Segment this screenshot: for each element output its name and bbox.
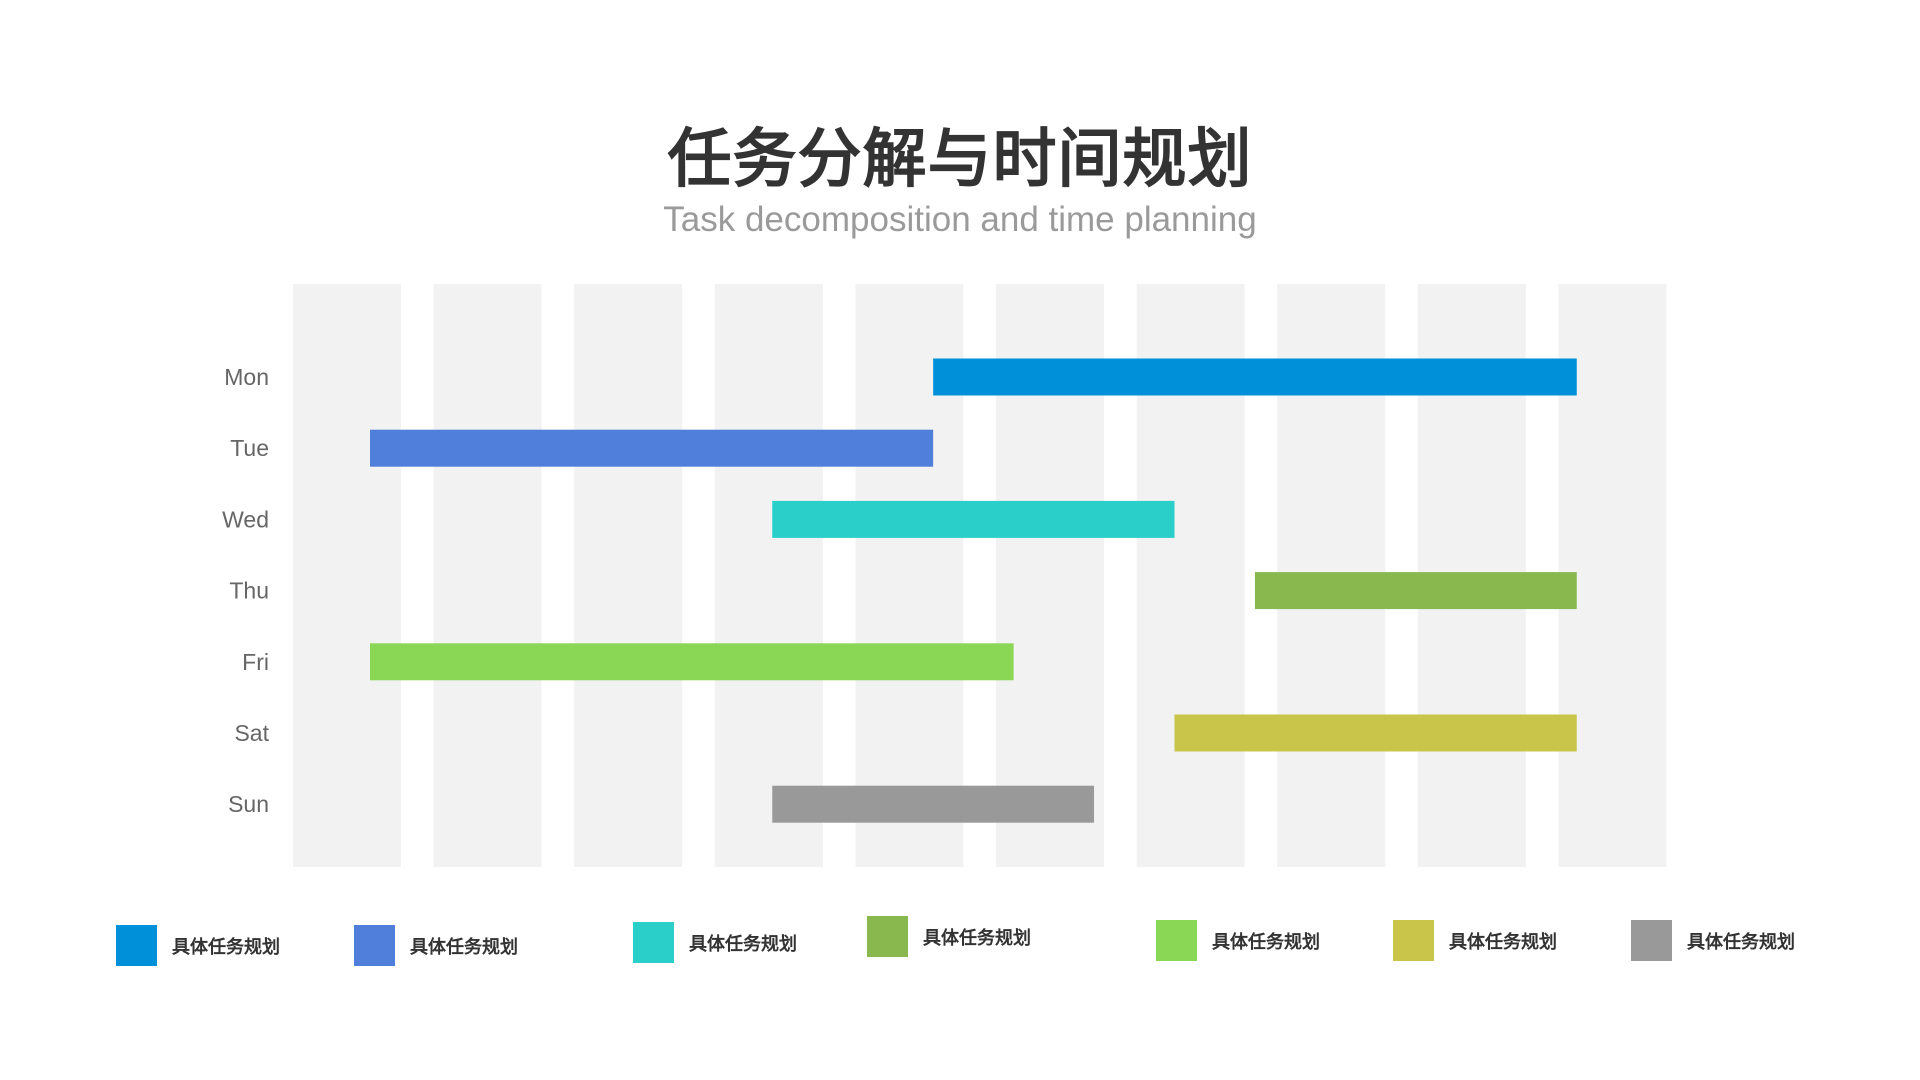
legend-item: 具体任务规划	[1631, 920, 1795, 961]
legend-item: 具体任务规划	[116, 925, 280, 966]
legend-swatch	[354, 925, 395, 966]
legend-item: 具体任务规划	[867, 916, 1031, 957]
legend-swatch	[1156, 920, 1197, 961]
grid-band	[714, 284, 823, 867]
grid-band	[433, 284, 542, 867]
legend-label: 具体任务规划	[689, 933, 797, 955]
y-tick-label: Wed	[222, 506, 269, 532]
legend-label: 具体任务规划	[1687, 931, 1795, 953]
page-subtitle: Task decomposition and time planning	[663, 200, 1257, 239]
legend-label: 具体任务规划	[1449, 931, 1557, 953]
legend-label: 具体任务规划	[923, 927, 1031, 949]
task-bar-tue	[370, 429, 934, 467]
task-bar-sat	[1174, 714, 1577, 752]
legend-item: 具体任务规划	[1393, 920, 1557, 961]
task-bar-fri	[370, 643, 1014, 681]
legend-swatch	[1393, 920, 1434, 961]
y-tick-label: Fri	[242, 649, 269, 675]
legend-item: 具体任务规划	[633, 922, 797, 963]
grid-band	[293, 284, 401, 867]
grid-band	[574, 284, 683, 867]
y-tick-label: Mon	[224, 364, 269, 390]
legend-swatch	[867, 916, 908, 957]
task-bar-wed	[772, 500, 1175, 538]
y-tick-label: Thu	[229, 578, 269, 604]
task-bar-mon	[933, 358, 1577, 396]
legend-label: 具体任务规划	[1212, 931, 1320, 953]
task-bar-sun	[772, 785, 1095, 823]
legend-swatch	[1631, 920, 1672, 961]
y-tick-label: Tue	[230, 435, 269, 461]
y-tick-label: Sat	[234, 720, 269, 746]
y-tick-label: Sun	[228, 791, 269, 817]
task-bar-thu	[1254, 572, 1577, 610]
legend-item: 具体任务规划	[1156, 920, 1320, 961]
legend-label: 具体任务规划	[410, 936, 518, 958]
legend-label: 具体任务规划	[172, 936, 280, 958]
page-title: 任务分解与时间规划	[667, 123, 1253, 197]
legend-swatch	[116, 925, 157, 966]
legend-swatch	[633, 922, 674, 963]
legend-item: 具体任务规划	[354, 925, 518, 966]
